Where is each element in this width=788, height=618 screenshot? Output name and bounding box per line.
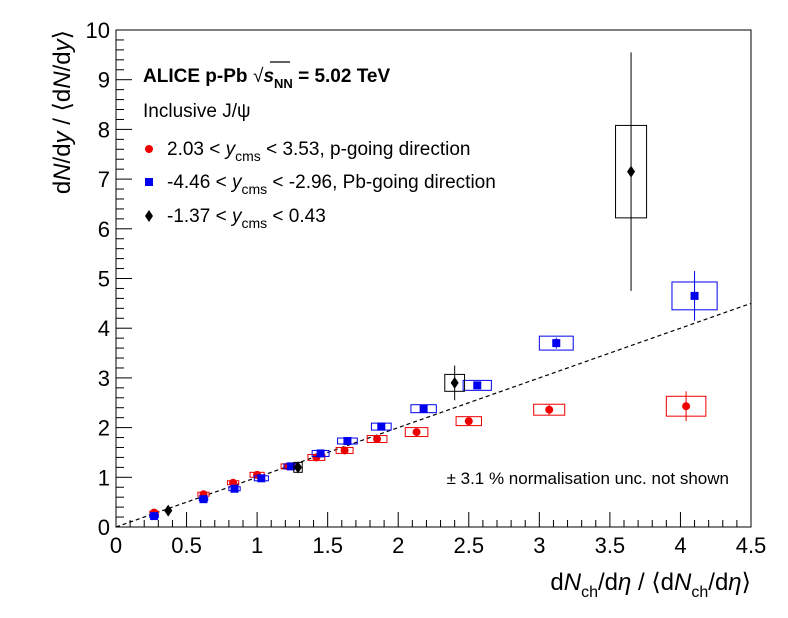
- y-tick-label: 10: [86, 18, 110, 43]
- data-point-circle: [412, 428, 421, 437]
- data-point-circle: [340, 446, 349, 455]
- data-point-square: [316, 449, 325, 458]
- x-tick-label: 1: [251, 533, 263, 558]
- legend-marker: [145, 145, 153, 153]
- series-0: [149, 391, 707, 517]
- data-point-circle: [464, 417, 473, 426]
- energy-label: √sNN = 5.02 TeV: [253, 66, 390, 91]
- y-tick-label: 3: [98, 366, 110, 391]
- subtitle: Inclusive J/ψ: [143, 101, 251, 122]
- data-point-square: [473, 381, 482, 390]
- syst-box: [462, 379, 492, 391]
- reference-line: [115, 302, 752, 528]
- data-point-diamond: [164, 504, 173, 517]
- y-tick-label: 9: [98, 68, 110, 93]
- series-2: [164, 52, 648, 517]
- y-tick-label: 7: [98, 167, 110, 192]
- data-point-square: [230, 484, 239, 493]
- data-point-diamond: [294, 461, 303, 474]
- series-1: [149, 271, 718, 521]
- data-point-square: [552, 339, 561, 348]
- y-axis-title: dN/dy / ⟨dN/dy⟩: [49, 30, 76, 194]
- data-point-square: [377, 422, 386, 431]
- y-tick-label: 1: [98, 465, 110, 490]
- data-point-circle: [545, 405, 554, 414]
- syst-box: [455, 416, 482, 427]
- data-point-square: [257, 474, 266, 483]
- x-tick-label: 3: [533, 533, 545, 558]
- legend-marker: [145, 178, 153, 186]
- data-point-square: [286, 462, 295, 471]
- y-tick-label: 0: [98, 515, 110, 540]
- legend-label: -4.46 < ycms < -2.96, Pb-going direction: [167, 172, 496, 197]
- legend-marker: [145, 210, 153, 222]
- x-axis-title: dNch/dη / ⟨dNch/dη⟩: [550, 569, 751, 601]
- labels: dNch/dη / ⟨dNch/dη⟩ dN/dy / ⟨dN/dy⟩: [49, 30, 751, 601]
- data-point-circle: [373, 435, 382, 444]
- y-tick-label: 2: [98, 416, 110, 441]
- x-tick-label: 4: [674, 533, 686, 558]
- data-point-square: [150, 512, 159, 521]
- syst-box: [404, 427, 429, 438]
- data-point-square: [690, 291, 699, 300]
- data-point-square: [199, 495, 208, 504]
- x-tick-label: 4.5: [736, 533, 767, 558]
- data-point-diamond: [450, 376, 459, 389]
- syst-box: [533, 403, 566, 416]
- data-point-circle: [682, 402, 691, 411]
- syst-box: [538, 335, 574, 351]
- y-tick-label: 6: [98, 217, 110, 242]
- data-point-square: [343, 437, 352, 446]
- x-tick-label: 0: [110, 533, 122, 558]
- normalisation-note: ± 3.1 % normalisation unc. not shown: [447, 469, 729, 488]
- legend-label: 2.03 < ycms < 3.53, p-going direction: [167, 139, 470, 164]
- x-tick-label: 1.5: [312, 533, 343, 558]
- x-tick-label: 3.5: [595, 533, 626, 558]
- plot-area: [115, 52, 752, 528]
- data-point-square: [419, 404, 428, 413]
- y-tick-label: 5: [98, 267, 110, 292]
- y-tick-label: 4: [98, 316, 110, 341]
- experiment-label: ALICE p-Pb: [143, 66, 248, 87]
- x-tick-label: 2.5: [453, 533, 484, 558]
- x-tick-label: 2: [392, 533, 404, 558]
- y-tick-label: 8: [98, 117, 110, 142]
- legend-label: -1.37 < ycms < 0.43: [167, 206, 326, 231]
- axes: 0 0.5 1 1.5 2 2.5 3 3.5 4 4.5 0 1 2 3 4 5 6 7 8 9 10: [86, 18, 767, 558]
- x-tick-label: 0.5: [171, 533, 202, 558]
- data-point-diamond: [627, 165, 636, 178]
